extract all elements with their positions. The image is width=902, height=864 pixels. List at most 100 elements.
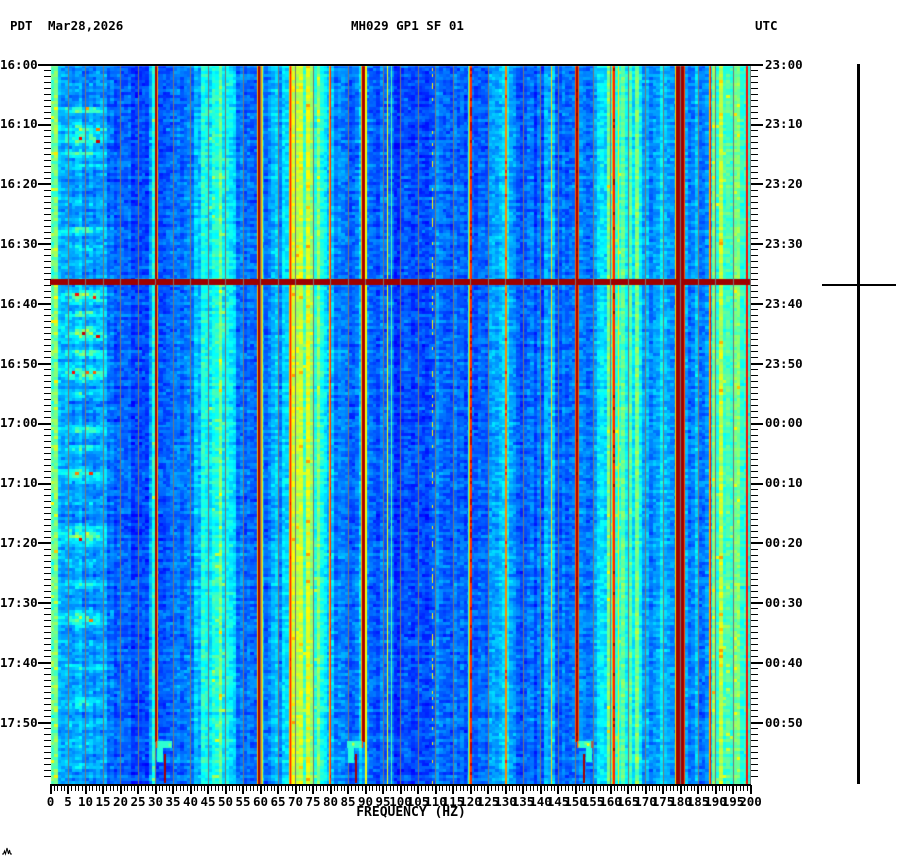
freq-minor-tick [334, 785, 335, 791]
timezone-right-label: UTC [755, 18, 778, 33]
right-minor-tick [751, 495, 758, 496]
freq-major-tick [295, 785, 297, 794]
left-minor-tick [44, 70, 51, 71]
freq-tick-label: 135 [511, 793, 535, 809]
freq-minor-tick [582, 785, 583, 791]
right-minor-tick [751, 327, 758, 328]
freq-tick-label: 180 [669, 793, 692, 809]
right-minor-tick [751, 698, 758, 699]
freq-tick-label: 60 [252, 793, 269, 809]
freq-minor-tick [638, 785, 639, 791]
freq-minor-tick [302, 785, 303, 791]
right-minor-tick [751, 190, 758, 191]
left-major-tick [38, 423, 51, 425]
right-minor-tick [751, 88, 758, 89]
freq-minor-tick [491, 785, 492, 791]
freq-major-tick [242, 785, 244, 794]
freq-minor-tick [215, 785, 216, 791]
freq-tick-label: 195 [721, 793, 745, 809]
left-minor-tick [44, 375, 51, 376]
freq-major-tick [417, 785, 419, 794]
freq-minor-tick [166, 785, 167, 791]
right-minor-tick [751, 591, 758, 592]
freq-minor-tick [649, 785, 650, 791]
freq-tick-label: 130 [494, 793, 517, 809]
freq-major-tick [260, 785, 262, 794]
freq-minor-tick [502, 785, 503, 791]
left-minor-tick [44, 202, 51, 203]
right-minor-tick [751, 728, 758, 729]
freq-minor-tick [607, 785, 608, 791]
freq-minor-tick [96, 785, 97, 791]
left-minor-tick [44, 770, 51, 771]
freq-minor-tick [281, 785, 282, 791]
freq-minor-tick [124, 785, 125, 791]
left-major-tick [38, 722, 51, 724]
right-major-tick [751, 602, 763, 604]
freq-major-tick [50, 785, 52, 794]
left-minor-tick [44, 525, 51, 526]
left-minor-tick [44, 429, 51, 430]
right-minor-tick [751, 196, 758, 197]
left-minor-tick [44, 507, 51, 508]
right-minor-tick [751, 357, 758, 358]
left-minor-tick [44, 579, 51, 580]
left-minor-tick [44, 357, 51, 358]
left-minor-tick [44, 106, 51, 107]
freq-tick-label: 10 [77, 793, 94, 809]
freq-tick-label: 160 [599, 793, 622, 809]
freq-minor-tick [404, 785, 405, 791]
left-major-tick [38, 542, 51, 544]
left-minor-tick [44, 567, 51, 568]
right-minor-tick [751, 674, 758, 675]
right-minor-tick [751, 202, 758, 203]
left-minor-tick [44, 591, 51, 592]
left-minor-tick [44, 752, 51, 753]
freq-major-tick [715, 785, 717, 794]
freq-minor-tick [551, 785, 552, 791]
freq-minor-tick [495, 785, 496, 791]
right-minor-tick [751, 585, 758, 586]
freq-tick-label: 80 [322, 793, 339, 809]
left-minor-tick [44, 674, 51, 675]
right-minor-tick [751, 220, 758, 221]
right-minor-tick [751, 686, 758, 687]
right-minor-tick [751, 339, 758, 340]
freq-minor-tick [498, 785, 499, 791]
left-time-label: 16:50 [0, 355, 38, 371]
left-minor-tick [44, 656, 51, 657]
freq-minor-tick [467, 785, 468, 791]
left-minor-tick [44, 154, 51, 155]
freq-minor-tick [705, 785, 706, 791]
right-time-label: 23:10 [765, 116, 803, 132]
left-minor-tick [44, 417, 51, 418]
freq-minor-tick [397, 785, 398, 791]
freq-minor-tick [344, 785, 345, 791]
left-time-label: 17:20 [0, 535, 38, 551]
right-minor-tick [751, 405, 758, 406]
right-minor-tick [751, 82, 758, 83]
freq-tick-label: 45 [200, 793, 216, 809]
freq-minor-tick [439, 785, 440, 791]
right-minor-tick [751, 561, 758, 562]
right-time-label: 23:00 [765, 56, 803, 72]
left-minor-tick [44, 255, 51, 256]
left-minor-tick [44, 471, 51, 472]
freq-tick-label: 175 [651, 793, 675, 809]
left-minor-tick [44, 369, 51, 370]
right-minor-tick [751, 555, 758, 556]
right-minor-tick [751, 279, 758, 280]
freq-minor-tick [530, 785, 531, 791]
freq-tick-label: 100 [389, 793, 412, 809]
right-minor-tick [751, 716, 758, 717]
right-minor-tick [751, 692, 758, 693]
right-minor-tick [751, 345, 758, 346]
left-minor-tick [44, 519, 51, 520]
right-minor-tick [751, 267, 758, 268]
freq-major-tick [225, 785, 227, 794]
freq-minor-tick [554, 785, 555, 791]
freq-minor-tick [656, 785, 657, 791]
freq-minor-tick [292, 785, 293, 791]
left-minor-tick [44, 668, 51, 669]
freq-minor-tick [642, 785, 643, 791]
